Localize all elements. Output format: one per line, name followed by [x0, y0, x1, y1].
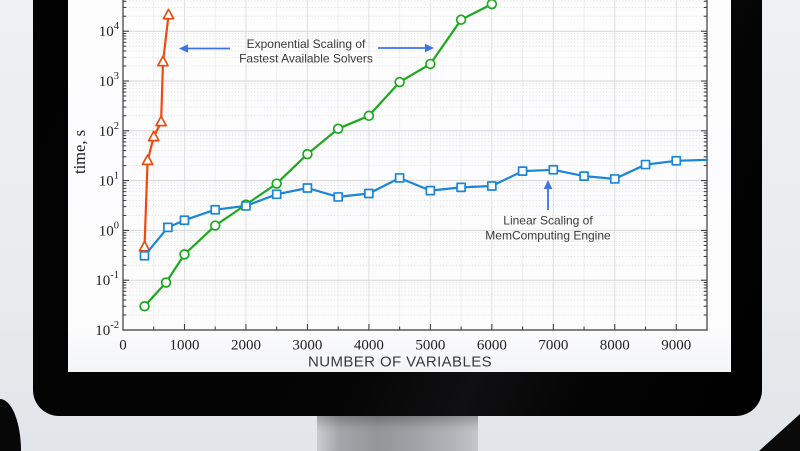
marker-square	[139, 250, 150, 261]
grid-minor	[123, 0, 707, 330]
annotation-arrow-head	[543, 180, 553, 189]
x-tick-label: 6000	[477, 338, 507, 354]
marker-square	[579, 171, 589, 181]
x-axis-title: NUMBER OF VARIABLES	[308, 354, 492, 371]
marker-circle	[363, 110, 375, 122]
marker-square	[333, 192, 344, 202]
marker-circle	[209, 220, 221, 231]
x-tick-label: 4000	[354, 338, 384, 354]
marker-square	[210, 204, 221, 215]
y-axis-tick-labels: 10-2 10-1 100 101 102 103 104	[95, 21, 120, 339]
grid-major	[123, 0, 707, 330]
x-tick-label: 9000	[661, 338, 691, 354]
marker-triangle	[162, 8, 175, 20]
marker-square	[671, 155, 682, 166]
scaling-comparison-chart: 10-2 10-1 100 101 102 103 104 0 1000 2000 3000 4000…	[70, 0, 709, 371]
annotation-text: MemComputing Engine	[485, 229, 611, 243]
series-line-fastest-available-solvers-steep	[143, 14, 170, 249]
marker-circle	[455, 14, 467, 25]
y-tick-label: 100	[99, 220, 119, 239]
annotation-text: Fastest Available Solvers	[239, 52, 373, 66]
marker-triangle	[147, 130, 160, 142]
x-tick-label: 8000	[600, 338, 630, 354]
y-tick-label: 101	[99, 171, 119, 190]
marker-circle	[271, 178, 282, 189]
x-tick-label: 3000	[292, 338, 322, 354]
y-tick-label: 10-1	[95, 270, 119, 289]
marker-circle	[332, 123, 344, 134]
marker-triangle	[157, 55, 169, 67]
marker-triangle	[155, 115, 168, 127]
y-tick-label: 102	[99, 121, 119, 140]
marker-square	[548, 164, 559, 175]
y-axis-title: time, s	[70, 130, 89, 174]
plot-spines	[122, 0, 708, 331]
marker-square	[486, 181, 497, 191]
x-tick-label: 5000	[415, 338, 445, 354]
background-corner-shadow-left	[0, 399, 21, 451]
x-tick-label: 0	[119, 338, 127, 354]
marker-circle	[394, 76, 405, 88]
x-tick-label: 7000	[538, 338, 568, 354]
annotation-arrow-head	[425, 43, 434, 53]
background-corner-shadow-right	[759, 414, 800, 451]
marker-square	[271, 189, 282, 200]
marker-circle	[139, 300, 150, 312]
y-tick-label: 103	[99, 71, 119, 90]
marker-square	[163, 222, 173, 233]
marker-circle	[160, 277, 172, 288]
y-tick-label: 104	[99, 21, 120, 40]
marker-square	[456, 182, 466, 193]
annotation-text: Exponential Scaling of	[247, 37, 366, 51]
series-memcomputing-engine	[139, 155, 709, 261]
x-tick-label: 2000	[231, 338, 261, 354]
monitor-stand	[317, 416, 478, 451]
x-tick-label: 1000	[169, 338, 199, 354]
marker-square	[364, 188, 374, 199]
monitor-screen: 10-2 10-1 100 101 102 103 104 0 1000 2000 3000 4000…	[68, 0, 731, 372]
marker-circle	[179, 249, 190, 260]
marker-square	[179, 215, 190, 226]
marker-circle	[425, 58, 436, 70]
marker-square	[517, 166, 528, 176]
marker-circle	[302, 148, 313, 160]
marker-square	[640, 159, 651, 170]
x-axis-tick-labels: 0 1000 2000 3000 4000 5000 6000 7000 8000 9000	[119, 338, 691, 354]
marker-square	[302, 183, 313, 193]
annotation-arrow-head	[179, 44, 188, 53]
series-line-memcomputing-engine	[143, 158, 709, 257]
marker-triangle	[138, 240, 151, 252]
y-tick-label: 10-2	[95, 320, 119, 339]
marker-square	[241, 201, 251, 211]
annotation-text: Linear Scaling of	[503, 214, 593, 228]
series-fastest-available-solvers-steep	[138, 8, 175, 252]
marker-square	[394, 173, 405, 183]
marker-square	[609, 174, 620, 184]
marker-circle	[486, 0, 498, 10]
marker-square	[425, 185, 436, 196]
marker-triangle	[141, 154, 154, 166]
